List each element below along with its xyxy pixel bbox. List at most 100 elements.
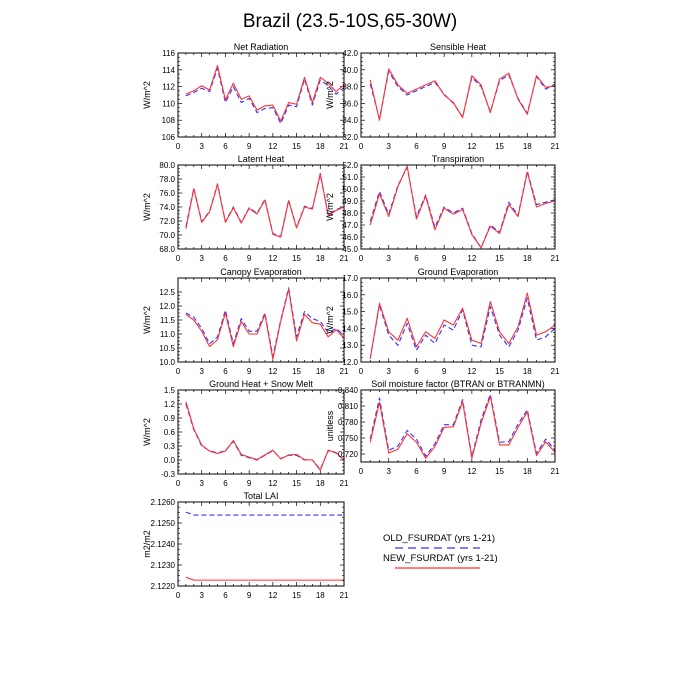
- panel-grid: Net Radiation W/m^2 0 3 6 9 12 15 18 21 106 108 110 1…: [142, 42, 560, 600]
- y-tick-label: 0.720: [338, 450, 359, 459]
- y-tick-label: 108: [162, 116, 176, 125]
- plot-frame: [360, 277, 556, 363]
- y-axis-label: W/m^2: [325, 81, 335, 109]
- series-line-old-fsurdat: [369, 297, 556, 359]
- x-tick-label: 0: [359, 367, 364, 376]
- x-tick-label: 18: [316, 479, 325, 488]
- panel-ground-heat-snow-melt: Ground Heat + Snow Melt W/m^2 0 3 6 9 12 15 18 21…: [142, 379, 349, 488]
- x-tick-label: 15: [292, 367, 301, 376]
- y-axis-label: W/m^2: [325, 306, 335, 334]
- y-tick-label: 38.0: [342, 83, 358, 92]
- y-tick-label: 12.0: [342, 358, 358, 367]
- series-line-new-fsurdat: [185, 288, 345, 360]
- x-tick-label: 0: [176, 142, 181, 151]
- y-tick-label: 2.1250: [151, 519, 176, 528]
- x-tick-label: 15: [495, 367, 504, 376]
- x-tick-label: 18: [316, 142, 325, 151]
- y-axis-label: m2/m2: [142, 530, 152, 558]
- y-tick-label: 116: [162, 49, 175, 58]
- y-tick-label: 0.810: [338, 402, 359, 411]
- y-tick-label: 14.0: [342, 324, 358, 333]
- x-tick-label: 21: [551, 254, 560, 263]
- x-tick-label: 18: [316, 367, 325, 376]
- series-line-new-fsurdat: [185, 576, 344, 581]
- panel-title: Canopy Evaporation: [220, 267, 302, 277]
- series-line-old-fsurdat: [185, 174, 345, 237]
- x-tick-label: 12: [268, 254, 277, 263]
- panel-title: Latent Heat: [238, 154, 285, 164]
- y-tick-label: 106: [162, 133, 176, 142]
- x-tick-label: 0: [176, 367, 181, 376]
- series-line-old-fsurdat: [369, 166, 556, 249]
- y-tick-label: 72.0: [159, 217, 175, 226]
- x-tick-label: 12: [467, 467, 476, 476]
- x-tick-label: 9: [247, 479, 252, 488]
- series-line-old-fsurdat: [369, 393, 556, 458]
- series-line-old-fsurdat: [185, 67, 345, 125]
- plot-frame: [360, 164, 556, 250]
- y-tick-label: 45.0: [342, 245, 358, 254]
- plot-frame: [177, 52, 345, 138]
- y-tick-label: 11.0: [160, 330, 176, 339]
- x-tick-label: 15: [292, 254, 301, 263]
- x-tick-label: 9: [442, 142, 447, 151]
- y-tick-label: 0.750: [338, 434, 359, 443]
- series-line-old-fsurdat: [185, 511, 344, 516]
- y-tick-label: 80.0: [159, 161, 175, 170]
- x-tick-label: 0: [176, 591, 181, 600]
- y-tick-label: 74.0: [159, 203, 175, 212]
- y-tick-label: 10.5: [159, 344, 175, 353]
- y-tick-label: 112: [162, 83, 175, 92]
- x-tick-label: 21: [340, 367, 349, 376]
- y-tick-label: -0.3: [161, 470, 175, 479]
- x-tick-label: 6: [223, 367, 228, 376]
- plot-frame: [177, 501, 345, 587]
- panel-net-radiation: Net Radiation W/m^2 0 3 6 9 12 15 18 21 106 108 110 1…: [142, 42, 349, 151]
- x-tick-label: 9: [247, 254, 252, 263]
- panel-canopy-evaporation: Canopy Evaporation W/m^2 0 3 6 9 12 15 18 21 10.0 1…: [142, 267, 349, 376]
- x-tick-label: 21: [340, 254, 349, 263]
- x-tick-label: 12: [467, 142, 476, 151]
- y-tick-label: 2.1240: [151, 540, 176, 549]
- panel-soil-moisture-factor-btran-or-btranmn: Soil moisture factor (BTRAN or BTRANMN) u…: [325, 379, 560, 476]
- x-tick-label: 18: [523, 467, 532, 476]
- panel-title: Total LAI: [243, 491, 278, 501]
- y-tick-label: 16.0: [342, 291, 358, 300]
- y-tick-label: 32.0: [342, 133, 358, 142]
- series-line-old-fsurdat: [185, 287, 345, 357]
- x-tick-label: 3: [386, 467, 391, 476]
- y-tick-label: 40.0: [342, 66, 358, 75]
- x-tick-label: 6: [223, 479, 228, 488]
- x-tick-label: 12: [467, 254, 476, 263]
- y-axis-label: unitless: [325, 410, 335, 441]
- x-tick-label: 3: [199, 254, 204, 263]
- y-axis-label: W/m^2: [325, 193, 335, 221]
- panel-latent-heat: Latent Heat W/m^2 0 3 6 9 12 15 18 21 68.0 70.0 72.0…: [142, 154, 349, 263]
- y-tick-label: 2.1260: [151, 498, 176, 507]
- y-tick-label: 12.0: [159, 302, 175, 311]
- y-tick-label: 70.0: [159, 231, 175, 240]
- x-tick-label: 15: [292, 142, 301, 151]
- x-tick-label: 9: [442, 467, 447, 476]
- x-tick-label: 6: [414, 467, 419, 476]
- y-axis-label: W/m^2: [142, 418, 152, 446]
- series-line-old-fsurdat: [185, 403, 345, 470]
- x-tick-label: 3: [386, 367, 391, 376]
- y-tick-label: 15.0: [342, 308, 358, 317]
- panel-title: Transpiration: [432, 154, 484, 164]
- panel-title: Sensible Heat: [430, 42, 487, 52]
- x-tick-label: 6: [414, 142, 419, 151]
- y-tick-label: 110: [162, 99, 175, 108]
- y-tick-label: 1.5: [164, 386, 176, 395]
- y-tick-label: 78.0: [159, 175, 175, 184]
- x-tick-label: 6: [223, 591, 228, 600]
- x-tick-label: 0: [176, 254, 181, 263]
- y-tick-label: 12.5: [159, 288, 175, 297]
- y-tick-label: 46.0: [342, 233, 358, 242]
- figure-title: Brazil (23.5-10S,65-30W): [243, 11, 457, 32]
- x-tick-label: 18: [523, 367, 532, 376]
- panel-total-lai: Total LAI m2/m2 0 3 6 9 12 15 18 21 2.1220 2.1230 2.…: [142, 491, 349, 600]
- x-tick-label: 6: [414, 367, 419, 376]
